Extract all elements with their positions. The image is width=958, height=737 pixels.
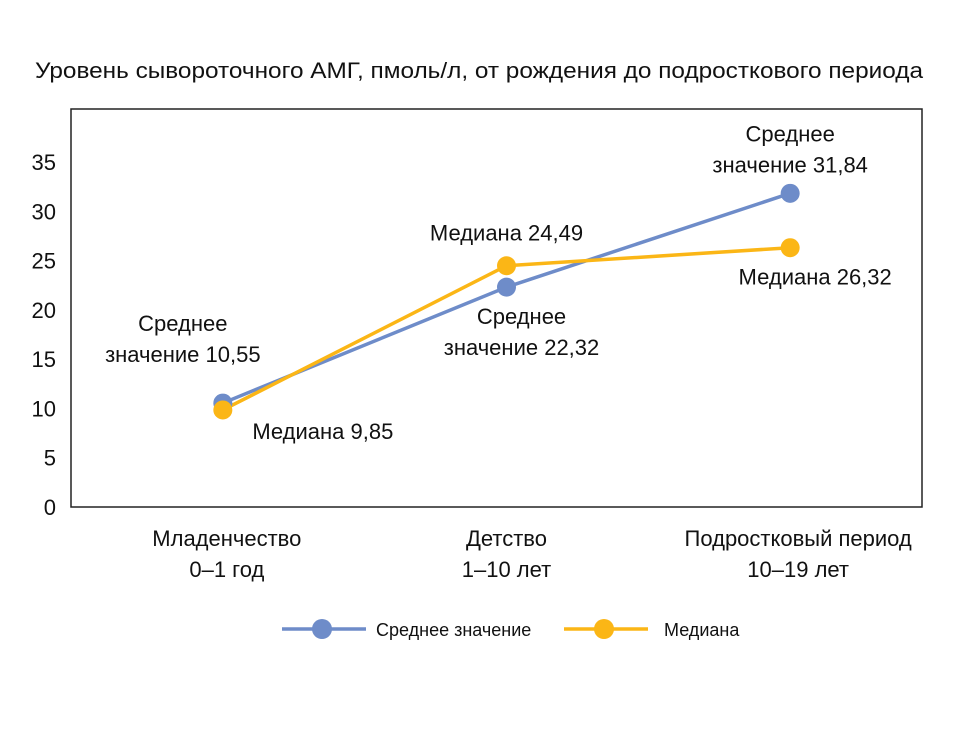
x-tick-label: Младенчество bbox=[152, 526, 301, 551]
legend-marker bbox=[312, 619, 332, 639]
legend-label: Среднее значение bbox=[376, 620, 531, 640]
data-label: значение 22,32 bbox=[444, 335, 600, 360]
x-tick-label: Детство bbox=[466, 526, 547, 551]
data-label: Медиана 9,85 bbox=[252, 419, 393, 444]
x-tick-label: Подростковый период bbox=[685, 526, 912, 551]
data-point bbox=[497, 256, 516, 276]
legend-item: Среднее значение bbox=[282, 619, 531, 640]
y-tick-label: 25 bbox=[32, 249, 56, 274]
data-label: значение 10,55 bbox=[105, 342, 261, 367]
y-tick-label: 20 bbox=[32, 298, 56, 323]
data-label: Среднее bbox=[138, 311, 227, 336]
chart-title: Уровень сывороточного АМГ, пмоль/л, от р… bbox=[35, 58, 924, 83]
y-tick-label: 35 bbox=[32, 150, 56, 175]
data-label: Медиана 26,32 bbox=[739, 265, 892, 290]
data-label: Среднее bbox=[477, 304, 566, 329]
data-label: значение 31,84 bbox=[712, 152, 868, 177]
data-point bbox=[780, 183, 800, 203]
legend-label: Медиана bbox=[664, 620, 740, 640]
x-tick-label: 10–19 лет bbox=[747, 557, 849, 582]
y-tick-label: 30 bbox=[32, 199, 56, 224]
x-tick-label: 1–10 лет bbox=[462, 557, 551, 582]
data-label: Среднее bbox=[745, 121, 834, 146]
legend-item: Медиана bbox=[564, 619, 740, 640]
y-tick-label: 10 bbox=[32, 396, 56, 421]
data-point bbox=[780, 238, 800, 258]
data-point bbox=[497, 277, 516, 297]
y-tick-label: 5 bbox=[44, 446, 56, 471]
data-point bbox=[213, 400, 233, 420]
x-tick-label: 0–1 год bbox=[189, 557, 264, 582]
plot-area bbox=[70, 108, 923, 508]
y-tick-label: 15 bbox=[32, 347, 56, 372]
legend-marker bbox=[594, 619, 614, 639]
data-label: Медиана 24,49 bbox=[430, 221, 583, 246]
y-tick-label: 0 bbox=[44, 495, 56, 520]
